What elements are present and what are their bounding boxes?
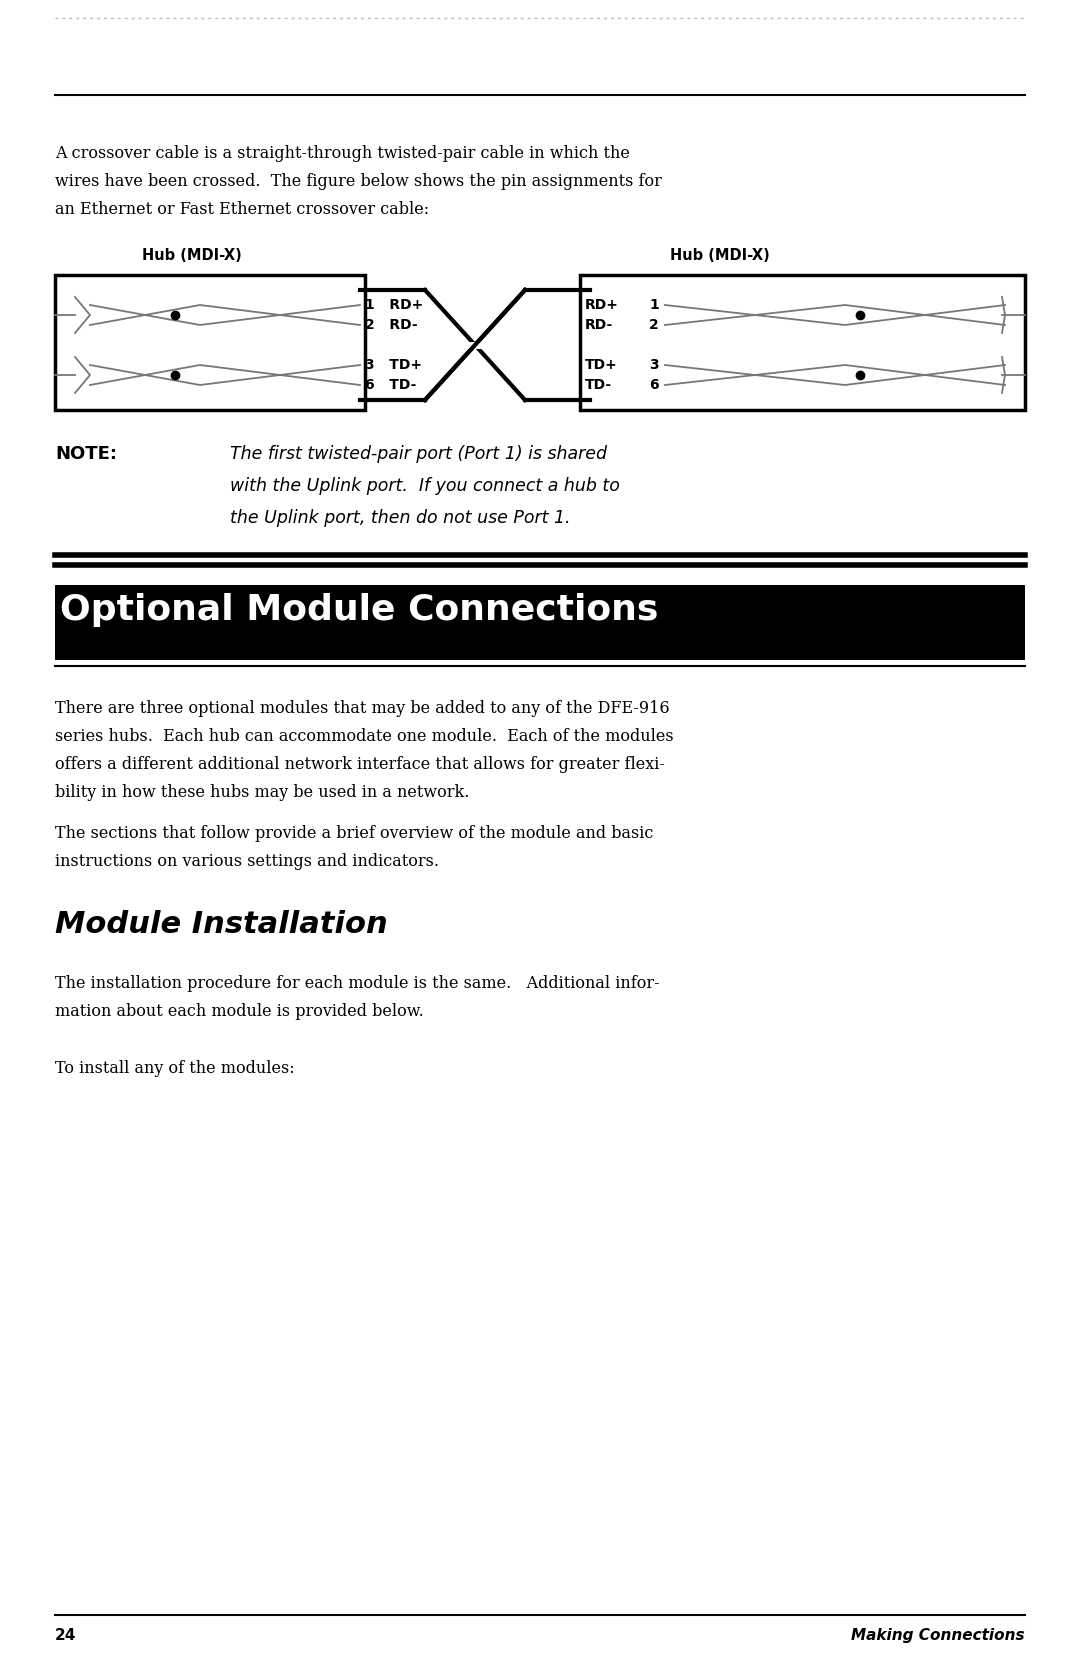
Text: There are three optional modules that may be added to any of the DFE-916: There are three optional modules that ma… — [55, 699, 670, 718]
Text: The first twisted-pair port (Port 1) is shared: The first twisted-pair port (Port 1) is … — [230, 446, 607, 462]
Text: A crossover cable is a straight-through twisted-pair cable in which the: A crossover cable is a straight-through … — [55, 145, 630, 162]
Text: RD-: RD- — [585, 319, 613, 332]
Text: 3: 3 — [649, 357, 659, 372]
Bar — [55, 586, 1025, 659]
Text: NOTE:: NOTE: — [55, 446, 117, 462]
Text: bility in how these hubs may be used in a network.: bility in how these hubs may be used in … — [55, 784, 470, 801]
Bar — [55, 275, 365, 411]
Text: 1: 1 — [649, 299, 659, 312]
Text: the Uplink port, then do not use Port 1.: the Uplink port, then do not use Port 1. — [230, 509, 570, 527]
Text: The installation procedure for each module is the same.   Additional infor-: The installation procedure for each modu… — [55, 975, 660, 991]
Text: 2   RD-: 2 RD- — [365, 319, 418, 332]
Text: TD+: TD+ — [585, 357, 618, 372]
Text: with the Uplink port.  If you connect a hub to: with the Uplink port. If you connect a h… — [230, 477, 620, 496]
Text: Module Installation: Module Installation — [55, 910, 388, 940]
Text: The sections that follow provide a brief overview of the module and basic: The sections that follow provide a brief… — [55, 824, 653, 841]
Text: To install any of the modules:: To install any of the modules: — [55, 1060, 295, 1077]
Text: TD-: TD- — [585, 377, 612, 392]
Text: Optional Module Connections: Optional Module Connections — [60, 592, 659, 628]
Text: series hubs.  Each hub can accommodate one module.  Each of the modules: series hubs. Each hub can accommodate on… — [55, 728, 674, 744]
Text: instructions on various settings and indicators.: instructions on various settings and ind… — [55, 853, 438, 870]
Text: an Ethernet or Fast Ethernet crossover cable:: an Ethernet or Fast Ethernet crossover c… — [55, 200, 429, 219]
Text: RD+: RD+ — [585, 299, 619, 312]
Text: Hub (MDI-X): Hub (MDI-X) — [670, 249, 770, 264]
Text: 2: 2 — [649, 319, 659, 332]
Bar — [580, 275, 1025, 411]
Text: mation about each module is provided below.: mation about each module is provided bel… — [55, 1003, 423, 1020]
Text: wires have been crossed.  The figure below shows the pin assignments for: wires have been crossed. The figure belo… — [55, 174, 662, 190]
Text: 1   RD+: 1 RD+ — [365, 299, 423, 312]
Text: 3   TD+: 3 TD+ — [365, 357, 422, 372]
Text: 24: 24 — [55, 1627, 77, 1642]
Text: offers a different additional network interface that allows for greater flexi-: offers a different additional network in… — [55, 756, 665, 773]
Text: Making Connections: Making Connections — [851, 1627, 1025, 1642]
Text: Hub (MDI-X): Hub (MDI-X) — [143, 249, 242, 264]
Text: 6: 6 — [649, 377, 659, 392]
Text: 6   TD-: 6 TD- — [365, 377, 417, 392]
